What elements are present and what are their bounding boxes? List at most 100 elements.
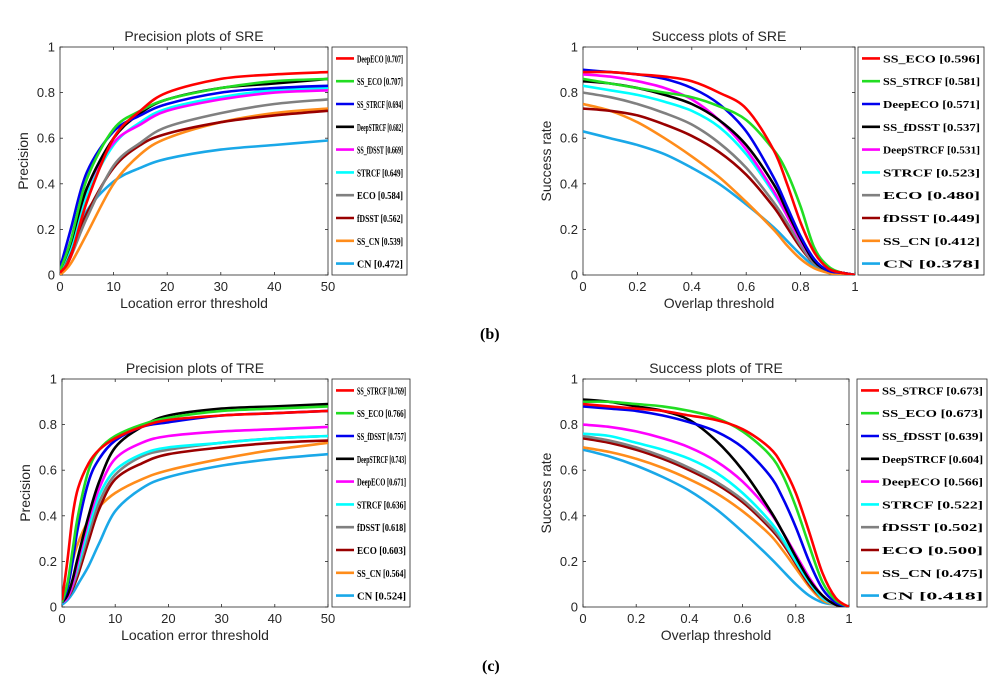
y-axis-label: Success rate [538, 120, 554, 201]
legend-entry: DeepSTRCF [0.531] [883, 145, 980, 157]
legend-entry: SS_ECO [0.707] [357, 76, 403, 88]
x-tick-label: 0.6 [734, 611, 752, 626]
x-tick-label: 0.2 [628, 279, 646, 294]
x-tick-label: 30 [214, 279, 228, 294]
x-tick-label: 0.8 [792, 279, 810, 294]
y-axis-label: Success rate [538, 452, 554, 533]
y-tick-label: 0.6 [560, 463, 578, 478]
legend-entry: DeepSTRCF [0.604] [882, 454, 983, 466]
y-tick-label: 0 [48, 268, 55, 283]
series-line [62, 409, 328, 601]
y-tick-label: 0.8 [560, 417, 578, 432]
legend: DeepECO [0.707] SS_ECO [0.707] SS_STRCF [0… [331, 46, 408, 276]
plot-area [582, 46, 856, 276]
y-tick-label: 0.2 [39, 554, 57, 569]
x-tick-label: 0.4 [680, 611, 698, 626]
y-tick-label: 1 [571, 40, 578, 55]
x-tick-label: 1 [851, 279, 858, 294]
y-tick-label: 0 [571, 268, 578, 283]
series-line [583, 70, 855, 275]
legend-entry: DeepSTRCF [0.743] [357, 454, 406, 466]
x-tick-label: 20 [160, 279, 174, 294]
legend-entry: ECO [0.500] [882, 545, 983, 557]
y-tick-label: 0.2 [560, 222, 578, 237]
y-tick-label: 0.4 [37, 176, 55, 191]
x-tick-label: 0 [58, 611, 65, 626]
legend-box [856, 378, 988, 608]
legend-entry: SS_ECO [0.766] [357, 408, 406, 420]
legend-entry: CN [0.524] [357, 591, 406, 603]
x-tick-label: 20 [161, 611, 175, 626]
series-line [583, 448, 849, 607]
legend: SS_STRCF [0.769] SS_ECO [0.766] SS_fDSST [… [331, 378, 411, 608]
x-tick-label: 0 [579, 279, 586, 294]
series-line [60, 84, 328, 269]
y-axis-label: Precision [15, 132, 31, 190]
legend-entry: SS_fDSST [0.757] [357, 431, 406, 443]
series-line [583, 400, 849, 607]
x-tick-label: 50 [321, 279, 335, 294]
legend-entry: SS_STRCF [0.581] [883, 76, 980, 88]
series-line [60, 86, 328, 271]
series-line [62, 405, 328, 603]
series-line [583, 102, 855, 275]
legend-entry: SS_CN [0.564] [357, 568, 406, 580]
y-tick-label: 0.6 [37, 131, 55, 146]
legend-entry: DeepECO [0.707] [357, 53, 403, 65]
chart-4: 0 0.2 0.4 0.6 0.8 1 0 0.2 0.4 0.6 0.8 1 Success plot… [538, 360, 988, 643]
x-tick-label: 0.6 [737, 279, 755, 294]
y-tick-label: 0 [571, 600, 578, 615]
y-tick-label: 1 [48, 40, 55, 55]
x-axis-label: Location error threshold [121, 627, 269, 643]
series-line [583, 432, 849, 607]
legend-box [331, 46, 408, 276]
series-line [62, 452, 328, 606]
series-line [583, 446, 849, 607]
x-tick-label: 10 [108, 611, 122, 626]
legend-entry: ECO [0.584] [357, 190, 403, 202]
x-axis-label: Overlap threshold [664, 295, 775, 311]
chart-3: 0 10 20 30 40 50 0 0.2 0.4 0.6 0.8 1 Precision plots… [17, 360, 411, 643]
legend-entry: DeepECO [0.566] [882, 477, 983, 489]
series-line [60, 107, 328, 275]
x-tick-label: 0.4 [683, 279, 701, 294]
y-tick-label: 1 [571, 372, 578, 387]
legend-entry: STRCF [0.522] [882, 499, 983, 511]
y-tick-label: 0.6 [39, 463, 57, 478]
series-line [583, 398, 849, 607]
y-tick-label: 0.8 [39, 417, 57, 432]
x-axis-label: Overlap threshold [661, 627, 772, 643]
chart-2: 0 0.2 0.4 0.6 0.8 1 0 0.2 0.4 0.6 0.8 1 Success plot… [538, 28, 985, 311]
y-tick-label: 0.2 [560, 554, 578, 569]
legend-entry: SS_fDSST [0.669] [357, 145, 403, 157]
legend-entry: DeepECO [0.571] [883, 99, 980, 111]
x-tick-label: 10 [106, 279, 120, 294]
subfigure-label-c: (c) [482, 658, 500, 675]
x-tick-label: 50 [321, 611, 335, 626]
legend-box [857, 46, 985, 276]
legend: SS_ECO [0.596] SS_STRCF [0.581] DeepECO [0… [857, 46, 985, 276]
x-tick-label: 1 [845, 611, 852, 626]
series-line [62, 402, 328, 604]
y-tick-label: 0.4 [560, 176, 578, 191]
legend-entry: STRCF [0.523] [883, 167, 980, 179]
legend-entry: SS_CN [0.412] [883, 236, 980, 248]
legend-entry: fDSST [0.618] [357, 522, 406, 534]
legend-entry: DeepSTRCF [0.682] [357, 122, 403, 134]
y-tick-label: 0.6 [560, 131, 578, 146]
y-axis-label: Precision [17, 464, 33, 522]
legend-entry: ECO [0.603] [357, 545, 406, 557]
legend-entry: SS_CN [0.475] [882, 568, 983, 580]
legend-entry: STRCF [0.636] [357, 499, 406, 511]
series-line [583, 405, 849, 607]
x-tick-label: 0 [579, 611, 586, 626]
series-line [583, 402, 849, 607]
y-tick-label: 0.8 [560, 85, 578, 100]
legend-entry: SS_fDSST [0.639] [882, 431, 983, 443]
legend-entry: SS_STRCF [0.673] [882, 385, 983, 397]
chart-title: Precision plots of SRE [124, 28, 263, 44]
x-tick-label: 40 [267, 279, 281, 294]
x-tick-label: 0 [56, 279, 63, 294]
x-tick-label: 0.8 [787, 611, 805, 626]
